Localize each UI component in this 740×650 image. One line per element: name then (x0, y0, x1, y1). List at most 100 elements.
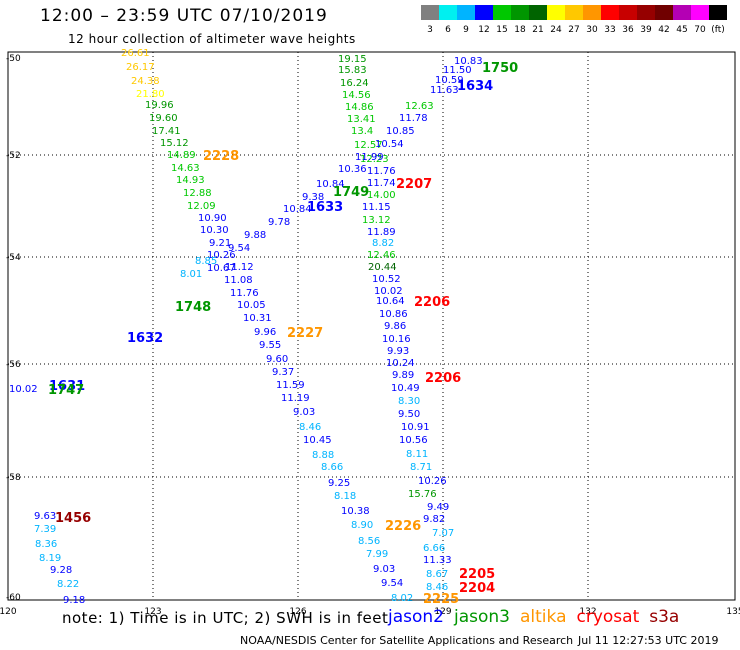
wave-height-reading: 8.18 (334, 491, 356, 502)
wave-height-reading: 13.12 (362, 215, 391, 226)
pass-time-label: 1749 (333, 185, 369, 200)
scale-label: 9 (463, 25, 469, 35)
pass-time-label: 2206 (414, 295, 450, 310)
wave-height-reading: 9.28 (50, 565, 72, 576)
wave-height-reading: 11.63 (430, 85, 459, 96)
x-tick-label: 132 (579, 607, 596, 617)
wave-height-reading: 14.89 (167, 150, 196, 161)
y-tick-label: -56 (6, 360, 21, 370)
wave-height-reading: 10.84 (283, 204, 312, 215)
scale-label: 21 (532, 25, 544, 35)
scale-swatch (691, 5, 709, 20)
wave-height-reading: 9.18 (63, 595, 85, 606)
wave-height-reading: 7.39 (34, 524, 56, 535)
wave-height-reading: 9.37 (272, 367, 294, 378)
scale-label: 42 (658, 25, 670, 35)
x-tick-label: 135 (726, 607, 740, 617)
pass-time-label: 2205 (459, 567, 495, 582)
wave-height-reading: 8.19 (39, 553, 61, 564)
wave-height-reading: 14.63 (171, 163, 200, 174)
pass-time-label: 2204 (459, 581, 495, 596)
scale-label: 39 (640, 25, 652, 35)
wave-height-reading: 10.84 (316, 179, 345, 190)
wave-height-reading: 11.78 (399, 113, 428, 124)
wave-height-reading: 10.31 (243, 313, 272, 324)
wave-height-reading: 8.56 (358, 536, 380, 547)
footer-note: note: 1) Time is in UTC; 2) SWH is in fe… (62, 609, 389, 627)
wave-height-reading: 10.26 (207, 250, 236, 261)
wave-height-reading: 11.76 (230, 288, 259, 299)
scale-swatch (601, 5, 619, 20)
pass-time-label: 2227 (287, 326, 323, 341)
wave-height-reading: 10.30 (200, 225, 229, 236)
wave-height-reading: 10.86 (379, 309, 408, 320)
wave-height-reading: 12.23 (360, 154, 389, 165)
scale-swatch (619, 5, 637, 20)
wave-height-reading: 10.36 (338, 164, 367, 175)
wave-height-reading: 14.93 (176, 175, 205, 186)
pass-time-label: 1633 (307, 200, 343, 215)
wave-height-reading: 17.41 (152, 126, 181, 137)
y-tick-label: -50 (6, 54, 21, 64)
wave-height-reading: 14.00 (367, 190, 396, 201)
wave-height-reading: 8.71 (410, 462, 432, 473)
pass-time-label: 2207 (396, 177, 432, 192)
wave-height-reading: 10.02 (374, 286, 403, 297)
wave-height-reading: 10.59 (435, 75, 464, 86)
wave-height-reading: 10.02 (9, 384, 38, 395)
wave-height-reading: 8.22 (57, 579, 79, 590)
generation-timestamp: Jul 11 12:27:53 UTC 2019 (578, 634, 719, 647)
wave-height-reading: 10.64 (376, 296, 405, 307)
wave-height-reading: 10.91 (401, 422, 430, 433)
scale-swatch (547, 5, 565, 20)
wave-height-reading: 10.52 (372, 274, 401, 285)
scale-label: 18 (514, 25, 526, 35)
wave-height-reading: 11.12 (225, 262, 254, 273)
wave-height-reading: 11.74 (367, 178, 396, 189)
scale-swatch (493, 5, 511, 20)
wave-height-reading: 9.21 (209, 238, 231, 249)
wave-height-reading: 14.86 (345, 102, 374, 113)
wave-height-reading: 12.46 (367, 250, 396, 261)
wave-height-reading: 11.15 (362, 202, 391, 213)
wave-height-reading: 14.56 (342, 90, 371, 101)
scale-label: (ft) (711, 25, 725, 35)
wave-height-reading: 9.03 (373, 564, 395, 575)
wave-height-reading: 10.24 (386, 358, 415, 369)
wave-height-reading: 11.33 (423, 555, 452, 566)
wave-height-reading: 10.26 (418, 476, 447, 487)
wave-height-reading: 26.17 (126, 62, 155, 73)
scale-swatch (457, 5, 475, 20)
scale-label: 45 (676, 25, 688, 35)
wave-height-reading: 8.88 (312, 450, 334, 461)
scale-label: 3 (427, 25, 433, 35)
wave-height-reading: 21.80 (136, 89, 165, 100)
wave-height-reading: 8.46 (299, 422, 321, 433)
pass-time-label: 2206 (425, 371, 461, 386)
wave-height-reading: 10.45 (303, 435, 332, 446)
wave-height-reading: 15.83 (338, 65, 367, 76)
scale-label: 6 (445, 25, 451, 35)
wave-height-reading: 10.54 (375, 139, 404, 150)
wave-height-reading: 9.55 (259, 340, 281, 351)
wave-height-reading: 9.38 (302, 192, 324, 203)
pass-time-label: 1748 (175, 300, 211, 315)
scale-swatch (583, 5, 601, 20)
wave-height-reading: 8.67 (426, 569, 448, 580)
credit-line: NOAA/NESDIS Center for Satellite Applica… (240, 634, 574, 647)
wave-height-reading: 16.24 (340, 78, 369, 89)
wave-height-reading: 10.38 (341, 506, 370, 517)
legend-entry-jason3: jason3 (454, 607, 510, 627)
scale-swatch (529, 5, 547, 20)
scale-swatch (709, 5, 727, 20)
scale-label: 15 (496, 25, 508, 35)
scale-label: 70 (694, 25, 706, 35)
scale-swatch (655, 5, 673, 20)
wave-height-reading: 8.46 (426, 582, 448, 593)
scale-swatch (673, 5, 691, 20)
wave-height-reading: 9.03 (293, 407, 315, 418)
wave-height-reading: 10.83 (454, 56, 483, 67)
wave-height-reading: 15.12 (160, 138, 189, 149)
wave-height-reading: 8.90 (351, 520, 373, 531)
